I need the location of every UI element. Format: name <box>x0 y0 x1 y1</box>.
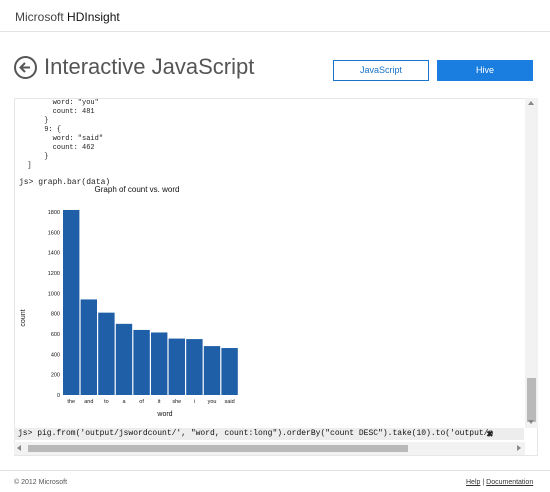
copyright: © 2012 Microsoft <box>14 479 68 486</box>
footer-separator: | <box>482 479 485 486</box>
footer-divider <box>0 470 550 471</box>
bar-you <box>203 346 221 395</box>
console-output-line: } <box>19 117 49 125</box>
brand: Microsoft HDInsight <box>15 10 120 24</box>
horizontal-scroll-thumb[interactable] <box>28 445 408 452</box>
x-tick-label: she <box>172 399 181 405</box>
x-tick-label: you <box>208 399 217 405</box>
y-tick-label: 1400 <box>48 251 60 257</box>
y-tick-label: 1800 <box>48 210 60 216</box>
clear-icon[interactable]: ✖ <box>486 429 494 439</box>
y-axis-label: count <box>20 309 27 326</box>
y-tick-label: 600 <box>51 332 60 338</box>
y-tick-label: 200 <box>51 373 60 379</box>
y-tick-label: 1200 <box>48 271 60 277</box>
y-tick-label: 0 <box>57 393 60 399</box>
bar-it <box>151 332 168 395</box>
x-tick-label: a <box>122 399 126 405</box>
javascript-button[interactable]: JavaScript <box>333 60 429 81</box>
vertical-scrollbar[interactable] <box>525 98 538 428</box>
console-output: word: "you" count: 481 } 9: { word: "sai… <box>14 98 538 456</box>
console-output-text: word: "you" count: 481 } 9: { word: "sai… <box>19 99 103 171</box>
brand-company: Microsoft <box>15 10 64 24</box>
x-tick-label: the <box>67 399 75 405</box>
back-arrow-icon <box>19 62 30 73</box>
command-input[interactable]: js> pig.from('output/jswordcount/', "wor… <box>14 428 524 440</box>
x-tick-label: it <box>158 399 161 405</box>
bar-chart: Graph of count vs. word count word 0 200 4… <box>20 185 238 418</box>
console-output-line: ] <box>19 162 32 170</box>
page-title: Interactive JavaScript <box>44 54 255 79</box>
console-output-line: word: "you" <box>19 99 99 107</box>
bar-i <box>186 339 203 395</box>
x-tick-label: to <box>104 399 109 405</box>
y-tick-label: 1600 <box>48 230 60 236</box>
documentation-link[interactable]: Documentation <box>486 479 534 486</box>
bar-a <box>115 323 133 395</box>
console-output-line: word: "said" <box>19 135 104 143</box>
x-axis-label: word <box>156 411 172 418</box>
bar-said <box>221 348 238 395</box>
scroll-down-icon[interactable] <box>528 420 534 424</box>
console-prompt: js> graph.bar(data) <box>19 178 111 187</box>
x-tick-label: and <box>84 399 93 405</box>
bar-she <box>168 338 185 395</box>
y-tick-label: 1000 <box>48 291 60 297</box>
scroll-left-icon[interactable] <box>17 445 21 451</box>
console-output-line: 9: { <box>19 126 62 134</box>
bar-the <box>63 209 80 395</box>
bar-to <box>98 312 115 395</box>
hive-button[interactable]: Hive <box>437 60 533 81</box>
console-output-line: count: 481 <box>19 108 95 116</box>
scroll-right-icon[interactable] <box>517 445 521 451</box>
console-output-line: count: 462 <box>19 144 95 152</box>
bar-and <box>80 299 97 395</box>
help-link[interactable]: Help <box>466 479 481 486</box>
scroll-up-icon[interactable] <box>528 101 534 105</box>
back-button[interactable] <box>14 56 37 79</box>
x-tick-label: said <box>225 399 235 405</box>
bar-of <box>133 329 150 395</box>
vertical-scroll-thumb[interactable] <box>527 378 536 422</box>
footer-links: Help | Documentation <box>466 479 533 486</box>
console-output-line: } <box>19 153 49 161</box>
top-bar: Microsoft HDInsight <box>0 0 550 32</box>
x-tick-label: i <box>194 399 195 405</box>
page-header: Interactive JavaScript <box>0 52 550 86</box>
y-tick-label: 400 <box>51 352 60 358</box>
brand-product: HDInsight <box>67 10 120 24</box>
x-tick-label: of <box>139 399 144 405</box>
horizontal-scrollbar[interactable] <box>14 442 525 455</box>
y-tick-label: 800 <box>51 312 60 318</box>
chart-title: Graph of count vs. word <box>95 185 180 194</box>
